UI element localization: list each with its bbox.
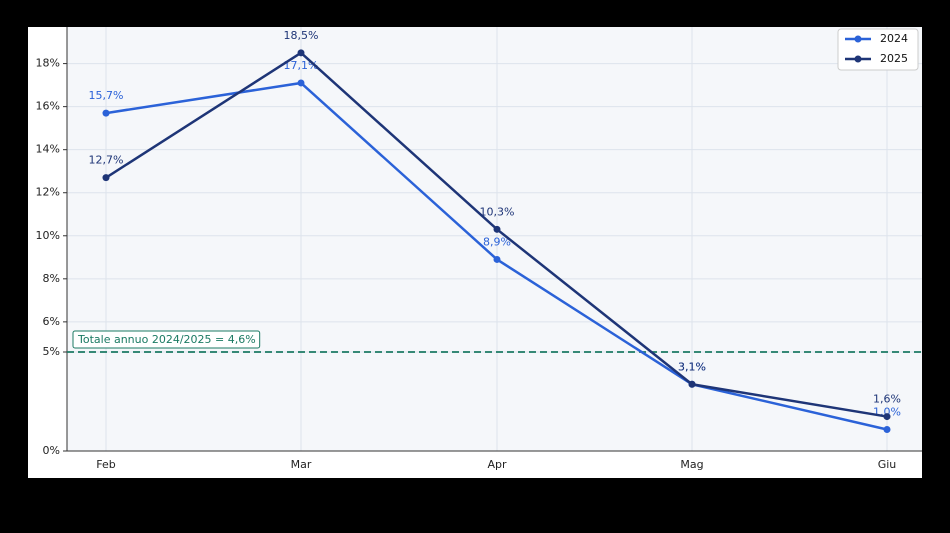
x-tick-label: Apr <box>487 458 507 471</box>
point <box>493 225 501 233</box>
point <box>883 425 891 433</box>
y-tick-label: 10% <box>36 229 60 242</box>
data-label: 12,7% <box>89 154 124 167</box>
point <box>883 413 891 421</box>
data-label: 3,1% <box>678 360 706 373</box>
point <box>688 380 696 388</box>
y-tick-label: 5% <box>43 345 60 358</box>
data-label: 18,5% <box>284 29 319 42</box>
y-tick-label: 0% <box>43 444 60 457</box>
reference-label: Totale annuo 2024/2025 = 4,6% <box>77 333 256 346</box>
reference-label-box <box>72 330 261 349</box>
point <box>297 49 305 57</box>
data-label: 1,6% <box>873 393 901 406</box>
data-label: 10,3% <box>480 205 515 218</box>
y-tick-label: 12% <box>36 186 60 199</box>
point <box>102 174 110 182</box>
y-tick-label: 6% <box>43 315 60 328</box>
point <box>102 109 110 117</box>
x-tick-label: Mar <box>291 458 312 471</box>
point <box>297 79 305 87</box>
y-tick-label: 14% <box>36 143 60 156</box>
legend-label: 2024 <box>880 32 908 45</box>
x-tick-label: Giu <box>878 458 897 471</box>
data-label: 15,7% <box>89 89 124 102</box>
y-tick-label: 16% <box>36 100 60 113</box>
data-label: 3,1% <box>678 360 706 373</box>
point <box>493 255 501 263</box>
y-tick-label: 18% <box>36 57 60 70</box>
x-tick-label: Mag <box>680 458 703 471</box>
data-label: 8,9% <box>483 235 511 248</box>
legend-marker <box>854 55 862 63</box>
x-tick-label: Feb <box>96 458 115 471</box>
legend-label: 2025 <box>880 52 908 65</box>
legend-marker <box>854 35 862 43</box>
y-tick-label: 8% <box>43 272 60 285</box>
